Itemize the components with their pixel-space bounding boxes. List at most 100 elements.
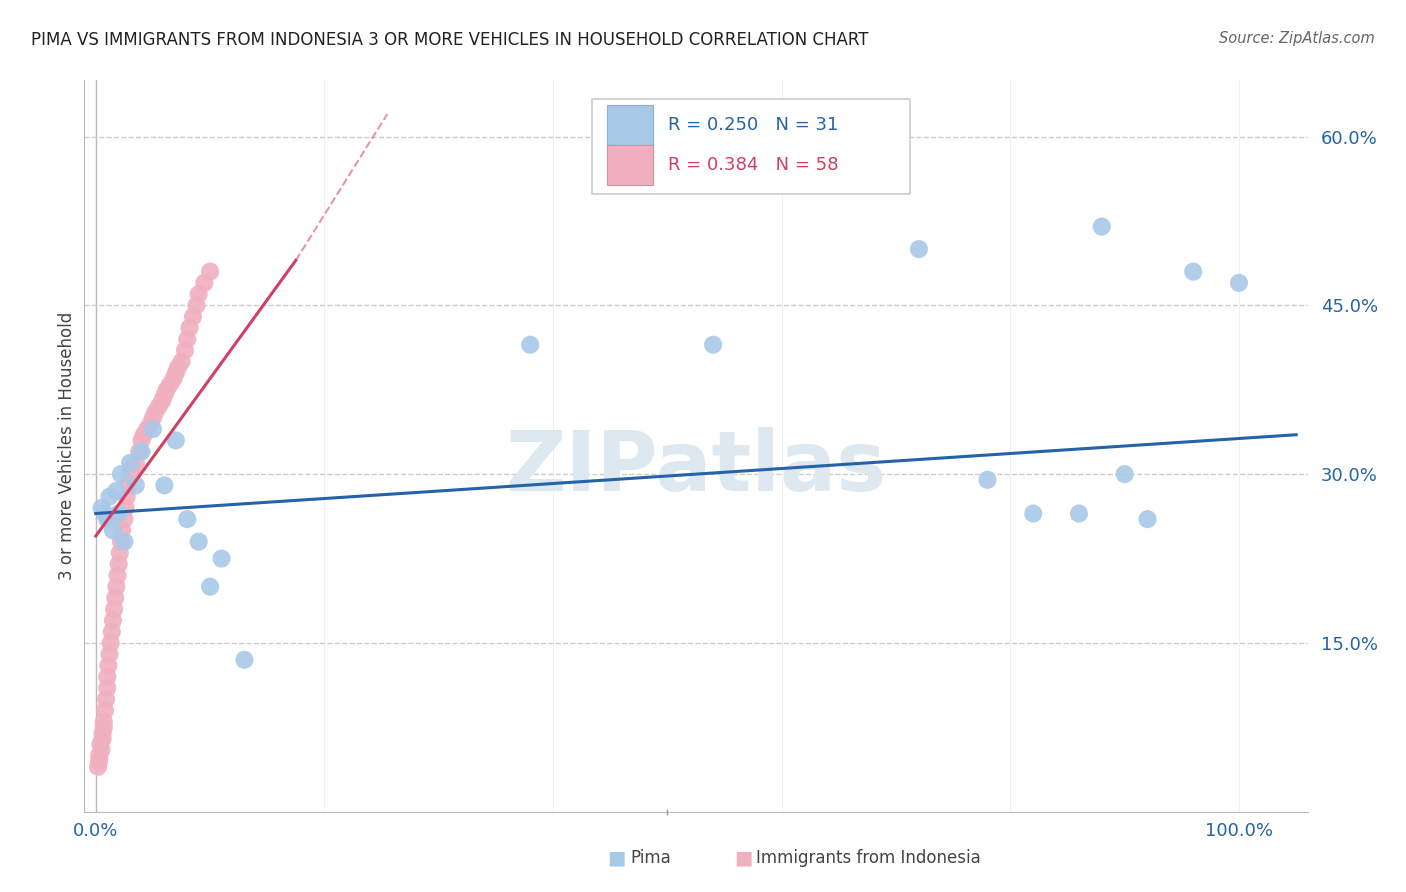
Point (170, 354, 193, 368)
Point (121, 461, 143, 475)
Text: R = 0.384   N = 58: R = 0.384 N = 58 (668, 156, 838, 174)
Point (132, 427, 155, 442)
Point (131, 444, 153, 458)
Point (111, 524, 134, 538)
Point (105, 580, 128, 594)
Point (98, 647, 121, 661)
Point (108, 546, 131, 560)
Point (1067, 507, 1090, 521)
FancyBboxPatch shape (606, 145, 654, 185)
Point (1091, 219, 1114, 234)
Point (128, 444, 150, 458)
Point (107, 557, 129, 571)
Point (91, 726, 114, 740)
Point (193, 276, 215, 290)
Point (96, 681, 118, 695)
Point (211, 551, 233, 566)
Point (94, 507, 117, 521)
Point (165, 434, 187, 448)
Point (96, 512, 118, 526)
Point (114, 500, 136, 515)
Point (112, 534, 135, 549)
Point (120, 456, 142, 470)
Point (142, 422, 165, 436)
Point (89, 754, 111, 768)
Point (89, 748, 111, 763)
Point (1182, 264, 1205, 278)
Point (107, 568, 129, 582)
Point (101, 614, 124, 628)
Point (156, 383, 179, 397)
Point (153, 478, 176, 492)
Point (93, 714, 115, 729)
Text: Pima: Pima (630, 849, 671, 867)
Point (165, 366, 187, 380)
Point (90, 743, 112, 757)
Point (148, 400, 170, 414)
Point (153, 388, 176, 402)
FancyBboxPatch shape (606, 105, 654, 145)
Point (143, 405, 166, 419)
Point (1022, 507, 1045, 521)
Point (167, 360, 190, 375)
Point (100, 636, 122, 650)
Point (150, 394, 173, 409)
Text: Source: ZipAtlas.com: Source: ZipAtlas.com (1219, 31, 1375, 46)
Point (174, 343, 197, 358)
Point (93, 720, 115, 734)
Point (198, 580, 221, 594)
Point (187, 534, 209, 549)
Point (136, 422, 159, 436)
Point (107, 507, 129, 521)
Point (186, 298, 208, 312)
Point (139, 417, 162, 431)
Point (110, 534, 132, 549)
Point (702, 337, 724, 351)
Point (198, 264, 221, 278)
Text: ZIPatlas: ZIPatlas (506, 427, 886, 508)
Text: PIMA VS IMMIGRANTS FROM INDONESIA 3 OR MORE VEHICLES IN HOUSEHOLD CORRELATION CH: PIMA VS IMMIGRANTS FROM INDONESIA 3 OR M… (31, 31, 869, 49)
Text: R = 0.250   N = 31: R = 0.250 N = 31 (668, 116, 838, 135)
Text: ■: ■ (607, 848, 626, 868)
Point (159, 377, 181, 392)
Point (101, 524, 124, 538)
Point (110, 467, 132, 482)
Point (103, 602, 125, 616)
Point (115, 490, 138, 504)
Text: ■: ■ (734, 848, 752, 868)
Point (519, 337, 541, 351)
Point (976, 473, 998, 487)
Point (125, 456, 148, 470)
Point (89, 737, 111, 751)
Point (908, 242, 931, 256)
Point (120, 467, 142, 482)
Point (131, 434, 153, 448)
Point (162, 371, 184, 385)
Y-axis label: 3 or more Vehicles in Household: 3 or more Vehicles in Household (58, 312, 76, 580)
Point (104, 591, 127, 605)
Point (87, 760, 110, 774)
Point (179, 321, 201, 335)
Point (112, 512, 135, 526)
Point (187, 287, 209, 301)
Point (117, 478, 139, 492)
FancyBboxPatch shape (592, 99, 910, 194)
Point (176, 512, 198, 526)
Point (96, 670, 118, 684)
Point (142, 410, 165, 425)
Point (91, 731, 114, 746)
Point (176, 332, 198, 346)
Point (94, 692, 117, 706)
Point (90, 500, 112, 515)
Point (101, 624, 124, 639)
Point (1114, 467, 1136, 482)
Point (98, 490, 121, 504)
Point (125, 478, 148, 492)
Text: Immigrants from Indonesia: Immigrants from Indonesia (756, 849, 981, 867)
Point (105, 483, 128, 498)
Point (181, 310, 204, 324)
Point (233, 653, 256, 667)
Point (1227, 276, 1250, 290)
Point (94, 703, 117, 717)
Point (97, 658, 120, 673)
